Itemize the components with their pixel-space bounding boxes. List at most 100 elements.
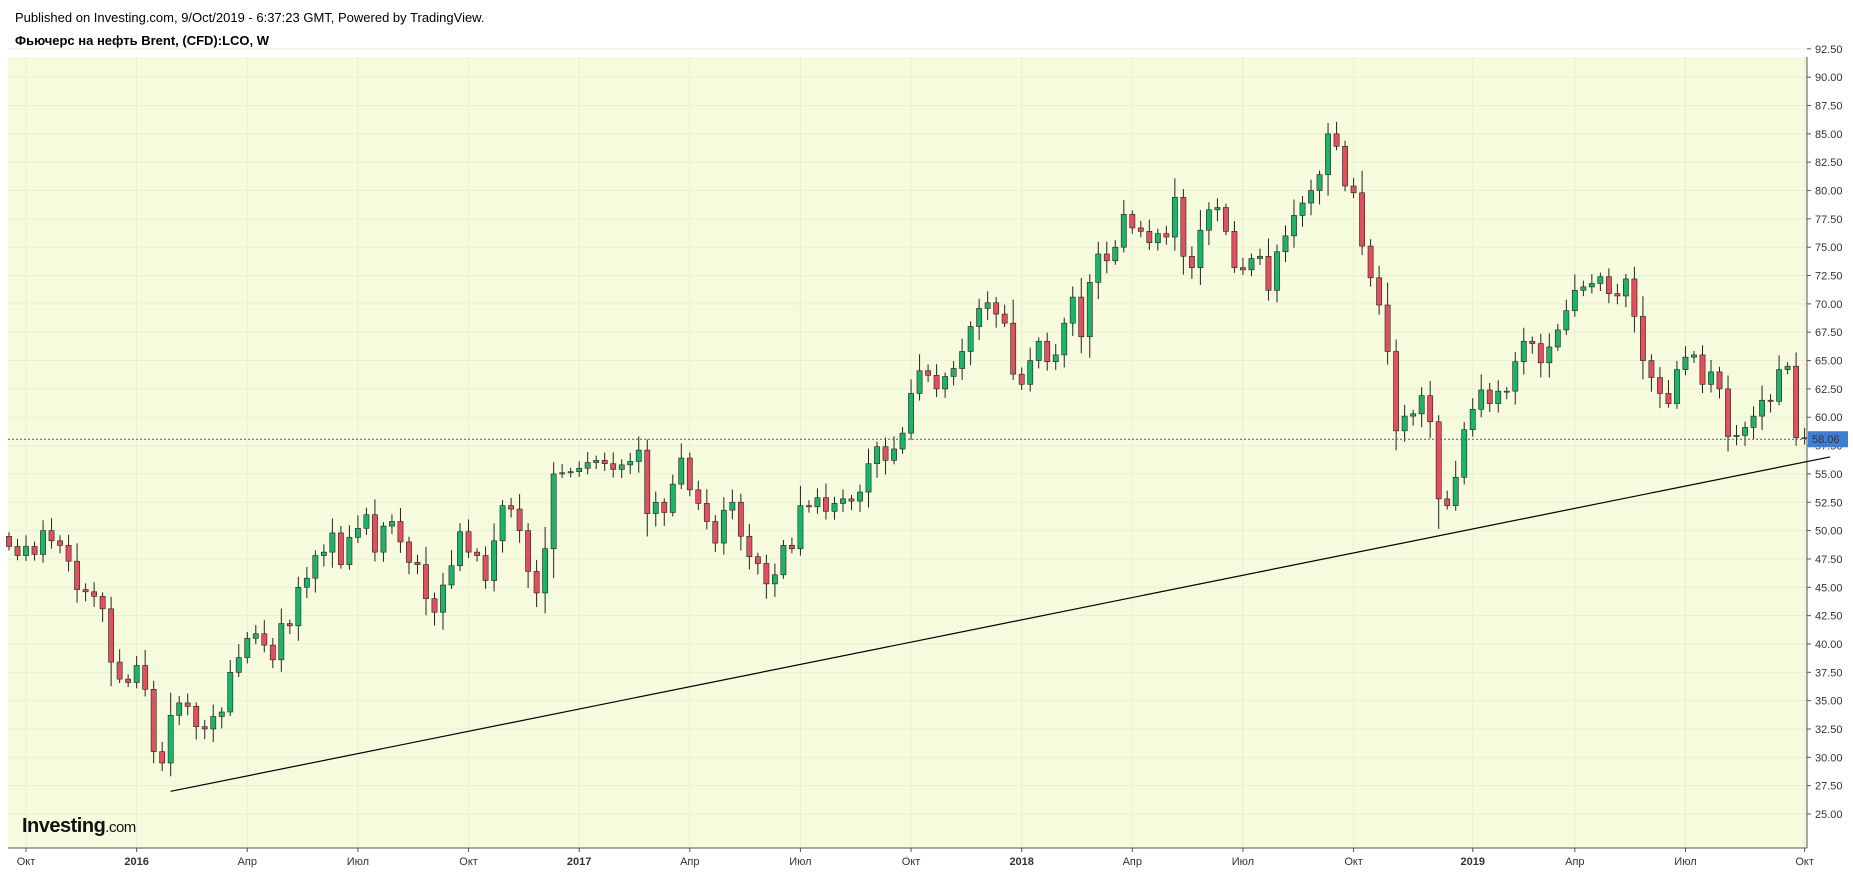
candle-bear (1103, 253, 1110, 262)
candle-bear (1657, 377, 1663, 394)
candle-bear (65, 545, 72, 562)
candle-bull (584, 462, 591, 469)
price-tick-label: 90.00 (1815, 72, 1843, 84)
candle-bear (601, 460, 608, 465)
candle-bull (1461, 429, 1468, 478)
support-trendline[interactable] (170, 456, 1831, 792)
candle-bull (1742, 427, 1748, 436)
candle-bear (474, 551, 480, 556)
candle-bull (1691, 354, 1697, 358)
candle-bull (652, 501, 659, 514)
candle-bull (303, 577, 310, 588)
candle-bear (1010, 322, 1017, 375)
time-axis[interactable]: Окт 2016 Апр Июл Окт 2017 Апр Июл Окт 2018 Апр Июл О… (17, 848, 1814, 868)
candle-bear (525, 530, 532, 572)
time-tick-label: Июл (347, 856, 369, 868)
price-tick-label: 25.00 (1815, 809, 1843, 821)
candle-bull (448, 565, 455, 586)
candle-bear (1350, 185, 1357, 194)
candle-bear (414, 562, 421, 565)
candle-bear (269, 644, 276, 661)
candle-bear (1529, 340, 1536, 344)
candle-bull (916, 370, 923, 394)
candle-bear (1078, 296, 1085, 338)
candle-bull (840, 498, 846, 504)
price-tick-label: 27.50 (1815, 781, 1843, 793)
price-tick-label: 50.00 (1815, 526, 1843, 538)
candle-bear (31, 546, 38, 555)
candle-bull (1299, 202, 1306, 216)
price-tick-label: 35.00 (1815, 696, 1843, 708)
candle-bull (814, 497, 821, 508)
candle-bull (908, 393, 914, 434)
candle-bull (1401, 415, 1408, 432)
candle-bull (1291, 215, 1297, 237)
candle-bull (618, 464, 625, 470)
price-tick-label: 65.00 (1815, 356, 1843, 368)
candle-bull (627, 461, 634, 466)
candle-bull (440, 584, 446, 613)
candle-bear (14, 546, 21, 556)
price-axis[interactable]: 25.00 27.50 30.00 32.50 35.00 37.50 40.00 42.50… (1807, 44, 1843, 821)
candle-bull (1308, 190, 1314, 204)
candle-bear (48, 530, 55, 542)
candle-bear (74, 560, 80, 590)
logo-suffix: .com (105, 819, 136, 836)
candle-bear (465, 531, 472, 553)
candle-bear (993, 302, 1000, 315)
candle-bull (1069, 296, 1076, 324)
candle-bull (40, 530, 46, 555)
candle-bear (1180, 197, 1187, 257)
price-tick-label: 92.50 (1815, 44, 1843, 56)
plot-area[interactable] (8, 57, 1807, 848)
candle-bear (1801, 437, 1808, 440)
candle-bear (1018, 373, 1025, 385)
candle-bull (278, 623, 285, 661)
candle-bull (1512, 361, 1519, 392)
candle-bull (1154, 233, 1161, 243)
candle-bull (235, 657, 242, 673)
price-tick-label: 32.50 (1815, 724, 1843, 736)
price-tick-label: 40.00 (1815, 639, 1843, 651)
candle-bear (661, 501, 668, 513)
candle-bull (669, 483, 676, 513)
candle-bull (1563, 310, 1570, 331)
candle-bear (1231, 231, 1238, 268)
time-tick-label: Апр (1123, 856, 1142, 868)
current-price-label: 58.06 (1808, 431, 1848, 448)
candle-bull (865, 463, 872, 493)
candle-bull (329, 532, 336, 553)
candle-bear (848, 498, 855, 502)
candle-bull (252, 633, 259, 639)
price-tick-label: 42.50 (1815, 611, 1843, 623)
candle-bear (1188, 255, 1195, 268)
candle-bull (1248, 258, 1255, 271)
price-tick-label: 52.50 (1815, 497, 1843, 509)
price-tick-label: 82.50 (1815, 157, 1843, 169)
candle-bear (1537, 343, 1544, 364)
candle-bear (789, 545, 795, 550)
candle-bull (346, 537, 353, 565)
candle-bull (1052, 354, 1059, 362)
time-tick-label: Окт (1344, 856, 1363, 868)
candle-bear (108, 608, 115, 663)
candle-bear (82, 589, 89, 593)
candle-bull (874, 446, 880, 465)
candle-bull (857, 491, 863, 502)
candle-bear (1376, 277, 1383, 306)
candle-bear (337, 532, 344, 565)
candle-bear (431, 598, 438, 613)
price-tick-label: 70.00 (1815, 299, 1843, 311)
candle-bull (244, 637, 251, 658)
candle-bear (1716, 371, 1723, 390)
candle-bull (771, 574, 778, 585)
price-tick-label: 72.50 (1815, 271, 1843, 283)
candle-bull (1452, 477, 1459, 506)
candle-bull (355, 528, 361, 538)
candle-bull (780, 545, 787, 576)
candle-bull (1061, 322, 1068, 356)
candle-bull (1623, 278, 1629, 297)
candle-bear (823, 497, 829, 512)
candle-bear (644, 449, 651, 514)
